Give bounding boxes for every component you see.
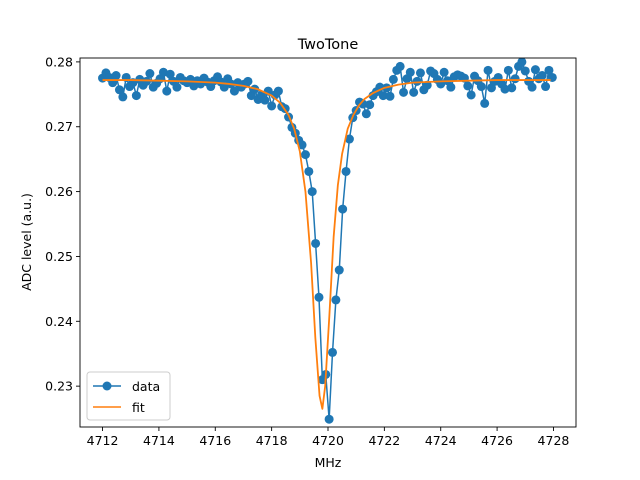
data-point: [331, 295, 341, 305]
y-tick-label: 0.23: [45, 379, 73, 394]
data-point: [334, 265, 344, 275]
data-point: [405, 67, 415, 77]
data-point: [415, 68, 425, 78]
x-tick-label: 4714: [143, 433, 175, 448]
data-point: [162, 86, 172, 96]
x-tick-label: 4720: [312, 433, 344, 448]
data-point: [541, 82, 551, 92]
data-point: [145, 69, 155, 79]
data-point: [328, 347, 338, 357]
data-point: [365, 100, 375, 110]
x-tick-label: 4722: [368, 433, 400, 448]
data-point: [507, 83, 517, 93]
data-point: [311, 238, 321, 248]
data-point: [260, 95, 270, 105]
y-tick-label: 0.26: [45, 184, 73, 199]
data-point: [520, 66, 530, 76]
data-point: [503, 65, 513, 75]
legend: data fit: [86, 371, 171, 421]
data-point: [530, 65, 540, 75]
legend-fit-label: fit: [132, 400, 145, 415]
data-point: [338, 204, 348, 214]
fit-series-line: [102, 79, 551, 410]
data-point: [304, 166, 314, 176]
y-axis-ticks: 0.23 0.24 0.25 0.26 0.27 0.28: [45, 54, 80, 394]
y-tick-label: 0.28: [45, 54, 73, 69]
data-point: [314, 292, 324, 302]
data-point: [395, 61, 405, 71]
data-point: [300, 150, 310, 160]
data-point: [537, 71, 547, 81]
data-point: [446, 82, 456, 92]
data-point: [118, 92, 128, 102]
data-point: [114, 85, 124, 95]
data-point: [422, 80, 432, 90]
data-point: [399, 87, 409, 97]
legend-data-label: data: [132, 379, 160, 394]
y-axis-label: ADC level (a.u.): [19, 193, 34, 291]
data-point: [341, 166, 351, 176]
data-point: [439, 67, 449, 77]
y-tick-label: 0.25: [45, 249, 73, 264]
data-point: [480, 98, 490, 108]
x-tick-label: 4724: [425, 433, 457, 448]
data-point: [307, 187, 317, 197]
y-tick-label: 0.24: [45, 314, 73, 329]
x-tick-label: 4716: [199, 433, 231, 448]
data-point: [358, 99, 368, 109]
chart-title: TwoTone: [297, 37, 359, 53]
data-point: [142, 76, 152, 86]
x-tick-label: 4726: [481, 433, 513, 448]
data-point: [385, 91, 395, 101]
data-point: [412, 76, 422, 86]
data-point: [158, 67, 168, 77]
data-point: [483, 65, 493, 75]
x-tick-label: 4728: [538, 433, 570, 448]
x-axis-ticks: 4712 4714 4716 4718 4720 4722 4724 4726 4728: [87, 427, 570, 448]
data-point: [344, 134, 354, 144]
data-point: [527, 82, 537, 92]
data-point: [297, 140, 307, 150]
x-tick-label: 4718: [256, 433, 288, 448]
data-point: [517, 58, 527, 67]
data-point: [219, 82, 229, 92]
data-point: [500, 84, 510, 94]
data-point: [510, 74, 520, 84]
data-point: [463, 81, 473, 91]
data-series-line: [101, 60, 554, 420]
data-point: [544, 65, 554, 75]
data-point: [229, 86, 239, 96]
data-point: [172, 82, 182, 92]
x-tick-label: 4712: [87, 433, 119, 448]
y-tick-label: 0.27: [45, 119, 73, 134]
legend-data-marker: [102, 381, 112, 391]
data-point: [165, 69, 175, 79]
data-point: [243, 76, 253, 86]
data-point: [361, 109, 371, 119]
data-point: [476, 82, 486, 92]
data-point: [409, 87, 419, 97]
plot-area: [98, 58, 557, 424]
data-point: [378, 91, 388, 101]
x-axis-label: MHz: [315, 455, 342, 470]
data-point: [273, 86, 283, 96]
data-point: [131, 91, 141, 101]
data-point: [388, 74, 398, 84]
data-point: [324, 414, 334, 424]
data-point: [267, 101, 277, 111]
data-point: [466, 90, 476, 100]
data-point: [111, 71, 121, 81]
